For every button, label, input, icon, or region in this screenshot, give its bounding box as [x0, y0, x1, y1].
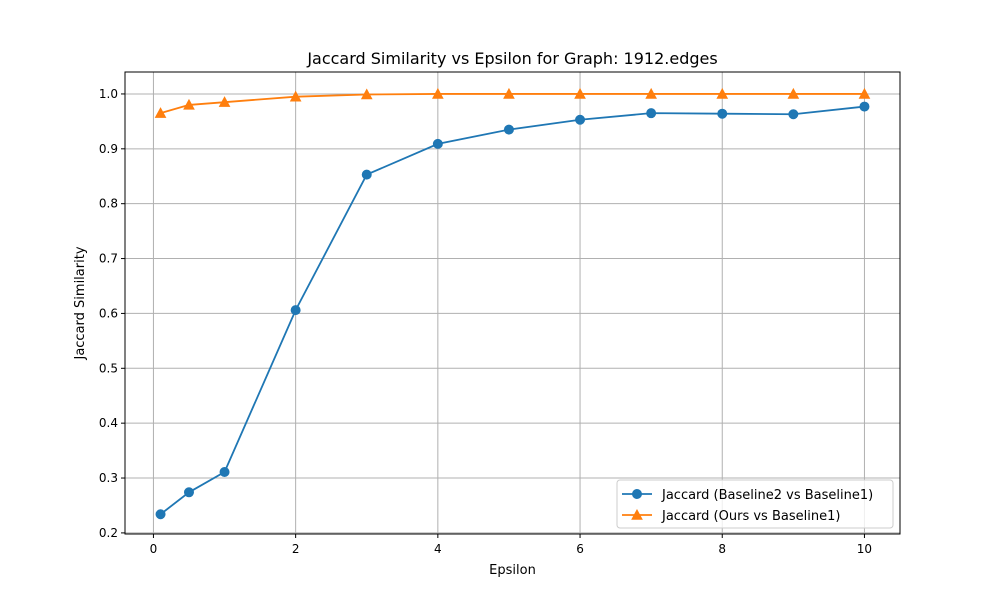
- legend: Jaccard (Baseline2 vs Baseline1) Jaccard …: [616, 479, 894, 529]
- data-point-marker: [154, 107, 167, 118]
- data-point-marker: [788, 109, 799, 120]
- series-1: [155, 101, 870, 520]
- data-point-marker: [716, 87, 729, 99]
- series-layer: [154, 87, 871, 520]
- x-tick-label: 8: [718, 542, 726, 556]
- data-point-marker: [787, 87, 800, 99]
- x-tick-label: 4: [434, 542, 442, 556]
- y-axis-label: Jaccard Similarity: [73, 246, 88, 360]
- legend-entry: Jaccard (Ours vs Baseline1): [622, 508, 840, 524]
- y-tick-label: 0.9: [99, 142, 118, 156]
- legend-label: Jaccard (Ours vs Baseline1): [661, 509, 840, 524]
- x-tick-label: 0: [150, 542, 158, 556]
- data-point-marker: [503, 124, 514, 135]
- data-point-marker: [503, 87, 515, 99]
- y-tick-label: 0.8: [99, 197, 118, 211]
- y-tick-label: 0.2: [99, 526, 118, 540]
- data-point-marker: [432, 87, 444, 99]
- data-point-marker: [183, 98, 195, 110]
- data-point-marker: [432, 138, 443, 149]
- y-tick-label: 1.0: [99, 87, 118, 101]
- data-point-marker: [183, 487, 194, 498]
- legend-box: [616, 479, 894, 529]
- data-point-marker: [717, 108, 728, 119]
- data-point-marker: [219, 466, 230, 477]
- data-point-marker: [645, 87, 657, 99]
- x-tick-label: 6: [576, 542, 584, 556]
- data-point-marker: [574, 87, 586, 99]
- x-axis-label: Epsilon: [489, 563, 536, 578]
- data-point-marker: [575, 114, 586, 125]
- x-tick-label: 2: [292, 542, 300, 556]
- data-point-marker: [155, 509, 166, 520]
- chart-title: Jaccard Similarity vs Epsilon for Graph:…: [306, 49, 717, 68]
- legend-marker: [631, 508, 643, 520]
- data-point-marker: [858, 87, 871, 99]
- data-point-marker: [859, 101, 870, 112]
- ticks: 0 2 4 6 8 10 0.2 0.3 0.4 0.5 0.6 0.7 0.8 0.9 1.0: [99, 87, 872, 556]
- plot-area-frame: [124, 71, 901, 535]
- y-tick-label: 0.5: [99, 361, 118, 375]
- data-point-marker: [289, 90, 302, 102]
- data-point-marker: [646, 108, 657, 119]
- data-point-marker: [218, 96, 231, 107]
- series-line: [160, 93, 865, 115]
- series-2: [154, 87, 871, 118]
- y-tick-label: 0.7: [99, 252, 118, 266]
- data-point-marker: [361, 169, 372, 180]
- data-point-marker: [290, 305, 301, 316]
- series-line: [160, 105, 865, 515]
- legend-label: Jaccard (Baseline2 vs Baseline1): [661, 488, 873, 503]
- y-tick-label: 0.4: [99, 416, 118, 430]
- x-tick-label: 10: [857, 542, 872, 556]
- y-tick-label: 0.3: [99, 471, 118, 485]
- legend-marker: [632, 489, 642, 499]
- legend-entry: Jaccard (Baseline2 vs Baseline1): [622, 488, 873, 503]
- y-tick-label: 0.6: [99, 306, 118, 320]
- data-point-marker: [360, 88, 373, 100]
